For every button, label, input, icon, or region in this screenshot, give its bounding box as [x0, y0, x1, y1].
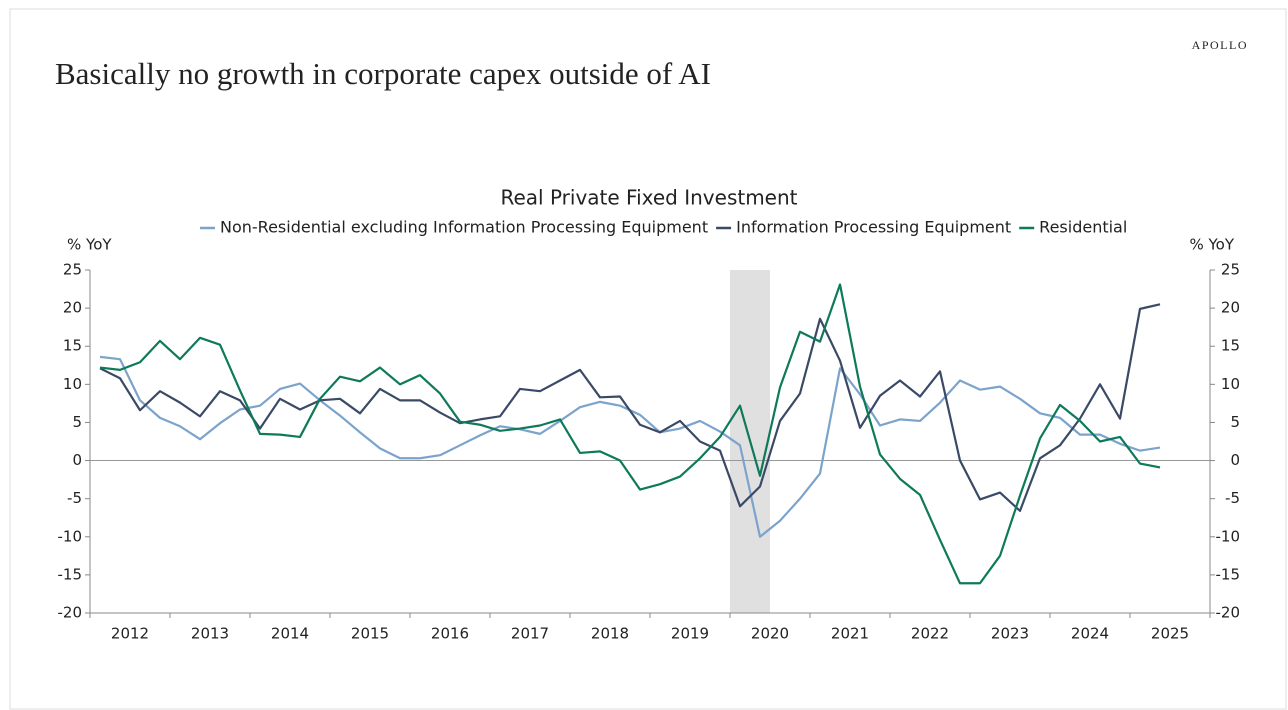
y-tick-label: 15 [63, 337, 82, 355]
y-tick-label: 25 [63, 261, 82, 279]
x-tick-label: 2024 [1071, 625, 1109, 643]
y-tick-label: 20 [63, 299, 82, 317]
x-tick-label: 2025 [1151, 625, 1189, 643]
x-tick-label: 2012 [111, 625, 149, 643]
y2-tick-label: 15 [1221, 337, 1240, 355]
y-tick-label: -10 [58, 527, 83, 545]
y2-tick-label: -5 [1225, 489, 1240, 507]
x-tick-label: 2016 [431, 625, 469, 643]
y2-tick-label: -20 [1216, 604, 1241, 622]
frame [9, 8, 1287, 710]
y2-tick-label: 25 [1221, 261, 1240, 279]
y-tick-label: -15 [58, 565, 83, 583]
x-tick-label: 2022 [911, 625, 949, 643]
legend-label: Residential [1039, 218, 1127, 237]
y-axis-label: % YoY [67, 236, 112, 254]
series-line [99, 283, 1161, 585]
legend-label: Information Processing Equipment [736, 218, 1011, 237]
y2-tick-label: -15 [1216, 565, 1241, 583]
y2-tick-label: 10 [1221, 375, 1240, 393]
x-tick-label: 2017 [511, 625, 549, 643]
y2-tick-label: -10 [1216, 527, 1241, 545]
x-tick-label: 2013 [191, 625, 229, 643]
y2-tick-label: 5 [1230, 413, 1240, 431]
x-tick-label: 2023 [991, 625, 1029, 643]
x-tick-label: 2021 [831, 625, 869, 643]
x-tick-label: 2015 [351, 625, 389, 643]
y-tick-label: 5 [72, 413, 82, 431]
legend-label: Non-Residential excluding Information Pr… [220, 218, 708, 237]
y2-axis-label: % YoY [1189, 236, 1234, 254]
y-tick-label: -5 [67, 489, 82, 507]
y2-tick-label: 0 [1230, 451, 1240, 469]
y-tick-label: -20 [58, 604, 83, 622]
chart-title: Real Private Fixed Investment [500, 186, 797, 210]
page-title: Basically no growth in corporate capex o… [55, 56, 711, 91]
x-tick-label: 2014 [271, 625, 309, 643]
x-tick-label: 2020 [751, 625, 789, 643]
brand: APOLLO [1192, 38, 1248, 52]
series-line [99, 303, 1161, 512]
x-tick-label: 2019 [671, 625, 709, 643]
y-tick-label: 0 [72, 451, 82, 469]
x-tick-label: 2018 [591, 625, 629, 643]
y-tick-label: 10 [63, 375, 82, 393]
y2-tick-label: 20 [1221, 299, 1240, 317]
